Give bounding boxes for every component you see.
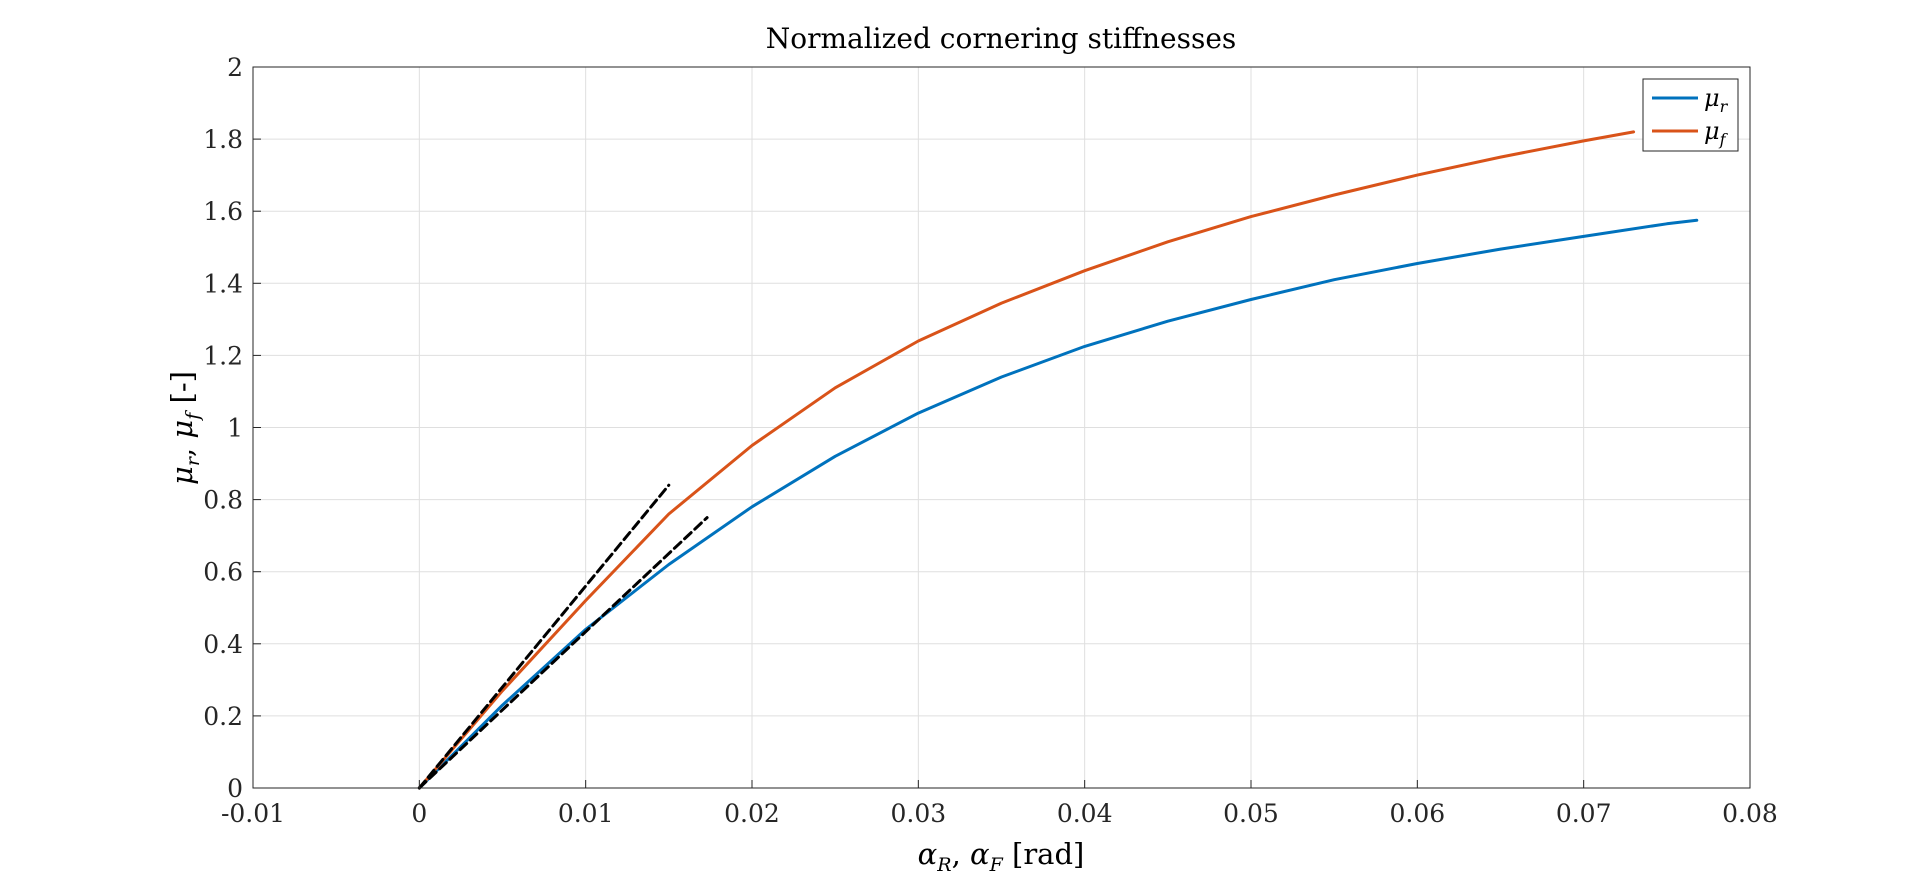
y-tick-label: 1.2 (203, 341, 243, 370)
tangent-line-2 (417, 516, 709, 790)
x-tick-label: 0.03 (890, 799, 946, 828)
y-tick-label: 0.8 (203, 486, 243, 515)
x-tick-label: 0.02 (724, 799, 780, 828)
x-tick-label: -0.01 (221, 799, 285, 828)
x-tick-label: 0.04 (1057, 799, 1113, 828)
y-tick-label: 1.4 (203, 269, 243, 298)
series-line-mu-f (417, 130, 1636, 790)
y-tick-label: 1.6 (203, 197, 243, 226)
y-axis-label: μr, μf [-] (165, 371, 204, 485)
x-axis-label: αR, αF [rad] (918, 837, 1085, 876)
axes: -0.01 0 0.01 0.02 0.03 0.04 0.05 0.06 0.07 0.0800… (203, 53, 1778, 828)
series-line-mu-r (417, 218, 1699, 790)
x-tick-label: 0.08 (1722, 799, 1778, 828)
x-tick-label: 0.06 (1389, 799, 1445, 828)
y-tick-label: 0.4 (203, 630, 243, 659)
x-tick-label: 0.07 (1556, 799, 1612, 828)
tangent-line-1 (417, 483, 671, 790)
y-tick-label: 1.8 (203, 125, 243, 154)
y-tick-label: 1 (227, 414, 243, 443)
legend-entry-mu-r: μr (1704, 84, 1729, 116)
x-tick-label: 0 (411, 799, 427, 828)
x-tick-label: 0.01 (558, 799, 614, 828)
y-tick-label: 0 (227, 774, 243, 803)
legend: μr μf (1642, 78, 1739, 152)
y-tick-label: 0.6 (203, 558, 243, 587)
series-group (417, 130, 1699, 790)
y-tick-label: 2 (227, 53, 243, 82)
legend-box (1642, 78, 1739, 152)
x-tick-label: 0.05 (1223, 799, 1279, 828)
y-tick-label: 0.2 (203, 702, 243, 731)
chart-title: Normalized cornering stiffnesses (766, 22, 1237, 55)
